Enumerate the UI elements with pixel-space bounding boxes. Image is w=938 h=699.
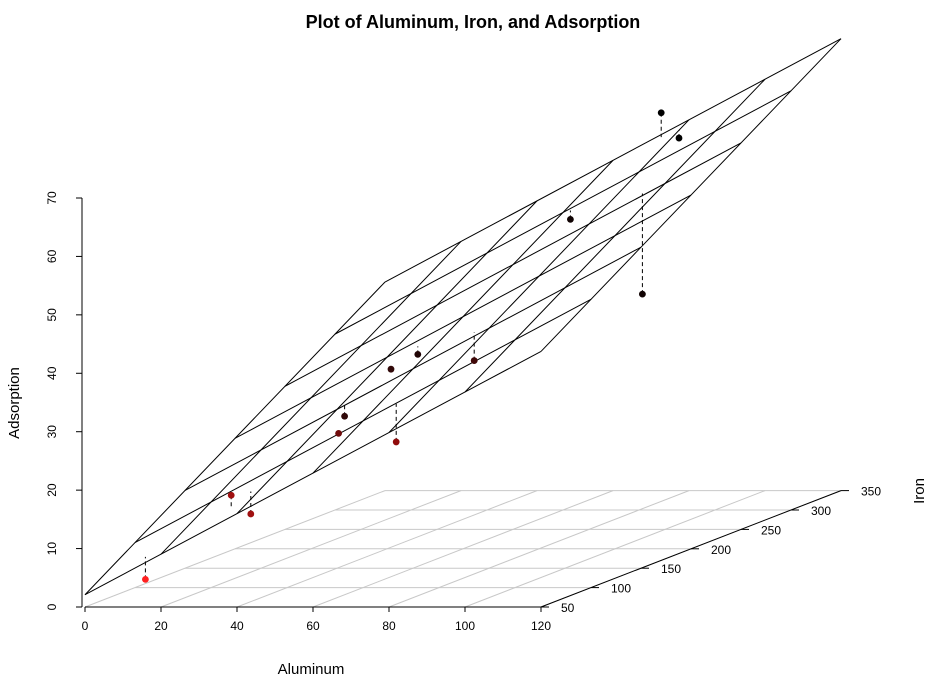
plane-line-y-6 [384, 38, 842, 283]
z-tick-label-2: 20 [45, 483, 59, 497]
data-point-8 [470, 357, 478, 364]
z-tick-label-1: 10 [45, 542, 59, 556]
data-point-6 [414, 351, 422, 358]
regression-plane [84, 38, 842, 596]
z-tick-label-4: 40 [45, 366, 59, 380]
y-axis-label: Iron [911, 478, 928, 504]
y-tick-label-2: 150 [661, 562, 681, 576]
y-tick-label-5: 300 [811, 504, 831, 518]
x-tick-label-6: 120 [531, 619, 551, 633]
data-points [142, 109, 683, 583]
z-tick-label-6: 60 [45, 249, 59, 263]
x-tick-label-3: 60 [306, 619, 320, 633]
data-point-12 [675, 134, 683, 142]
x-tick-label-0: 0 [82, 619, 89, 633]
data-point-2 [247, 510, 255, 518]
x-tick-label-5: 100 [455, 619, 475, 633]
data-point-10 [639, 290, 646, 298]
data-point-0 [142, 575, 149, 583]
plane-line-y-2 [184, 246, 642, 491]
z-tick-label-3: 30 [45, 425, 59, 439]
chart-title: Plot of Aluminum, Iron, and Adsorption [306, 12, 641, 32]
y-tick-label-6: 350 [861, 485, 881, 499]
z-tick-label-0: 0 [45, 603, 59, 610]
x-tick-label-1: 20 [154, 619, 168, 633]
x-tick-label-2: 40 [230, 619, 244, 633]
data-point-5 [387, 365, 395, 373]
plane-line-y-5 [334, 90, 792, 335]
y-tick-label-3: 200 [711, 543, 731, 557]
z-tick-label-7: 70 [45, 191, 59, 205]
data-point-11 [657, 109, 665, 117]
data-point-1 [227, 491, 235, 499]
plane-line-y-4 [284, 142, 742, 387]
plane-line-y-3 [234, 194, 692, 439]
data-point-9 [567, 216, 574, 223]
x-tick-label-4: 80 [382, 619, 396, 633]
z-tick-label-5: 50 [45, 308, 59, 322]
axes: 0 20 40 60 80 100 120 50 100 150 200 250 300 350 0 10 20… [45, 191, 881, 633]
data-point-3 [341, 412, 348, 420]
y-tick-label-0: 50 [561, 601, 575, 615]
y-tick-label-4: 250 [761, 523, 781, 537]
floor-grid [84, 490, 842, 608]
plane-line-y-0 [84, 350, 542, 596]
z-axis-label: Adsorption [6, 367, 23, 439]
x-axis-label: Aluminum [278, 661, 345, 678]
plane-line-y-1 [134, 298, 592, 544]
data-point-7 [392, 438, 400, 446]
data-point-4 [335, 429, 342, 437]
y-tick-label-1: 100 [611, 582, 631, 596]
